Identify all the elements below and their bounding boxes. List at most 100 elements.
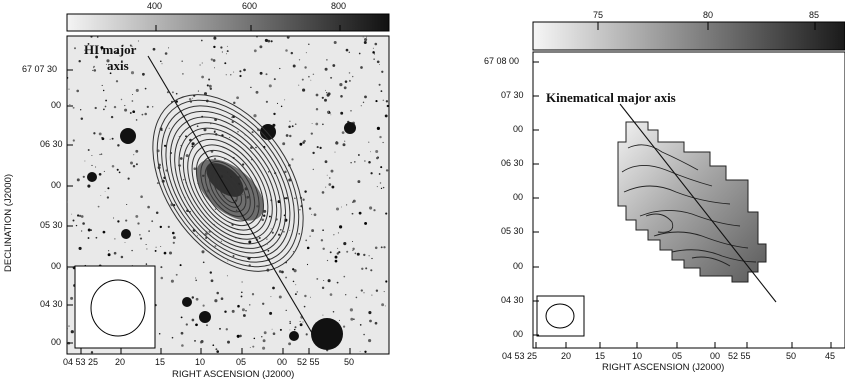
noise-speck xyxy=(325,160,328,163)
noise-speck xyxy=(295,123,297,125)
noise-speck xyxy=(131,250,132,251)
noise-speck xyxy=(103,109,105,111)
noise-speck xyxy=(253,114,256,117)
noise-speck xyxy=(79,215,81,217)
noise-speck xyxy=(352,76,353,77)
noise-speck xyxy=(93,132,95,134)
noise-speck xyxy=(168,47,169,48)
noise-speck xyxy=(110,139,111,140)
hi-major-axis-label-line2: axis xyxy=(107,58,129,74)
left-ra-tick-1: 20 xyxy=(115,357,125,367)
noise-speck xyxy=(268,171,269,172)
noise-speck xyxy=(327,111,329,113)
noise-speck xyxy=(96,237,98,239)
noise-speck xyxy=(379,84,381,86)
noise-speck xyxy=(343,276,345,278)
noise-speck xyxy=(285,49,288,52)
noise-speck xyxy=(133,165,135,167)
noise-speck xyxy=(376,290,378,292)
noise-speck xyxy=(350,308,353,311)
noise-speck xyxy=(364,222,367,225)
noise-speck xyxy=(108,253,111,256)
right-colorbar xyxy=(533,22,845,50)
right-dec-tick-4: 00 xyxy=(513,192,523,202)
noise-speck xyxy=(195,323,198,326)
noise-speck xyxy=(385,280,387,282)
noise-speck xyxy=(286,310,287,311)
noise-speck xyxy=(363,254,365,256)
noise-speck xyxy=(73,107,75,109)
noise-speck xyxy=(239,70,241,72)
left-colorbar-tick-2: 800 xyxy=(331,1,346,11)
noise-speck xyxy=(358,154,360,156)
noise-speck xyxy=(308,76,310,78)
noise-speck xyxy=(357,253,360,256)
left-ra-tick-2: 15 xyxy=(155,357,165,367)
noise-speck xyxy=(114,106,116,108)
noise-speck xyxy=(325,187,326,188)
noise-speck xyxy=(211,58,213,60)
noise-speck xyxy=(196,298,199,301)
right-ra-tick-3: 10 xyxy=(632,351,642,361)
noise-speck xyxy=(387,105,389,107)
noise-speck xyxy=(212,344,214,346)
noise-speck xyxy=(241,291,243,293)
right-colorbar-tick-0: 75 xyxy=(593,10,603,20)
right-ra-tick-5: 00 xyxy=(710,351,720,361)
noise-speck xyxy=(259,237,261,239)
noise-speck xyxy=(77,214,79,216)
noise-speck xyxy=(304,190,306,192)
noise-speck xyxy=(350,110,352,112)
noise-speck xyxy=(311,229,314,232)
noise-speck xyxy=(146,263,147,264)
left-panel: 400 600 800 67 07 30 00 06 30 00 05 30 0… xyxy=(0,0,400,386)
right-dec-tick-8: 00 xyxy=(513,329,523,339)
noise-speck xyxy=(195,279,197,281)
noise-speck xyxy=(381,90,383,92)
noise-speck xyxy=(327,260,328,261)
noise-speck xyxy=(309,235,310,236)
noise-speck xyxy=(322,248,324,250)
noise-speck xyxy=(304,306,306,308)
left-ra-tick-7: 50 xyxy=(344,357,354,367)
noise-speck xyxy=(136,163,138,165)
noise-speck xyxy=(349,52,350,53)
noise-speck xyxy=(271,228,272,229)
noise-speck xyxy=(371,258,372,259)
noise-speck xyxy=(310,297,311,298)
noise-speck xyxy=(105,106,107,108)
noise-speck xyxy=(380,166,382,168)
noise-speck xyxy=(232,310,235,313)
noise-speck xyxy=(312,152,314,154)
noise-speck xyxy=(294,197,296,199)
noise-speck xyxy=(119,172,121,174)
noise-speck xyxy=(87,185,90,188)
noise-speck xyxy=(88,229,91,232)
noise-speck xyxy=(132,110,135,113)
left-dec-tick-3: 00 xyxy=(51,180,61,190)
noise-speck xyxy=(250,347,251,348)
noise-speck xyxy=(201,250,204,253)
noise-speck xyxy=(211,279,214,282)
noise-speck xyxy=(136,89,139,92)
noise-speck xyxy=(95,107,97,109)
noise-speck xyxy=(192,296,194,298)
left-colorbar xyxy=(67,14,389,31)
noise-speck xyxy=(261,219,264,222)
noise-speck xyxy=(336,207,339,210)
noise-speck xyxy=(322,191,325,194)
noise-speck xyxy=(266,73,268,75)
right-panel: 75 80 85 67 08 00 07 30 00 06 30 00 05 3… xyxy=(440,0,845,386)
noise-speck xyxy=(241,295,243,297)
noise-speck xyxy=(213,37,216,40)
noise-speck xyxy=(278,234,280,236)
noise-speck xyxy=(254,338,256,340)
noise-speck xyxy=(268,250,270,252)
noise-speck xyxy=(381,71,383,73)
noise-speck xyxy=(363,292,364,293)
noise-speck xyxy=(316,108,318,110)
bright-star-bottom-right xyxy=(311,318,343,350)
noise-speck xyxy=(361,289,363,291)
noise-speck xyxy=(263,339,266,342)
noise-speck xyxy=(219,328,221,330)
